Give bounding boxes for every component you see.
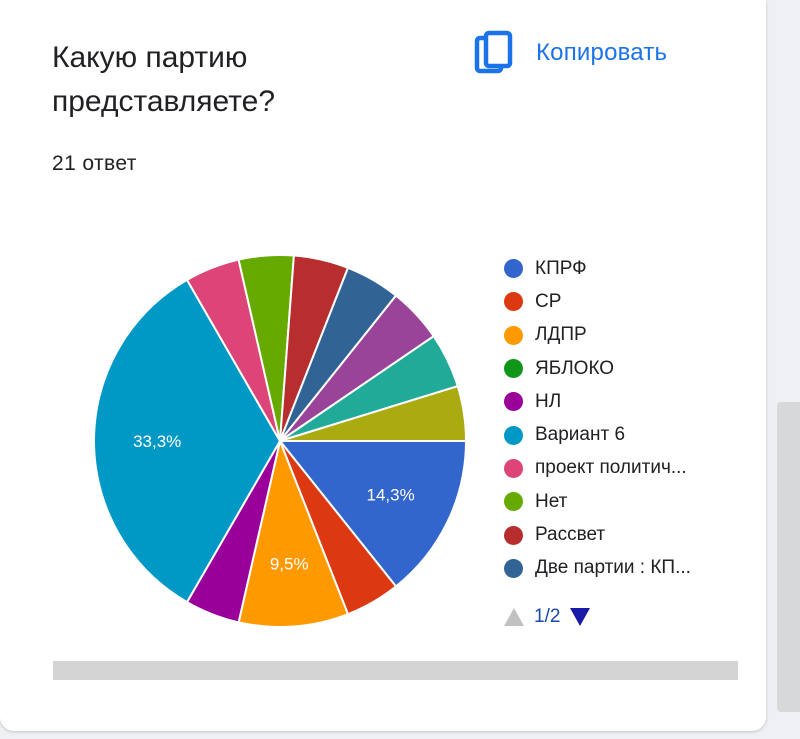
legend-label: НЛ [535, 390, 562, 412]
legend-label: Вариант 6 [535, 424, 626, 446]
legend-swatch [504, 525, 523, 545]
legend-label: Рассвет [535, 524, 606, 546]
pie-slice-label: 9,5% [270, 554, 309, 573]
pie-slice-label: 33,3% [133, 432, 181, 451]
question-title: Какую партию представляете? [52, 41, 276, 118]
legend-item: НЛ [504, 385, 754, 418]
copy-icon [474, 30, 513, 74]
pager-text: 1/2 [534, 606, 561, 627]
legend-label: ЯБЛОКО [535, 357, 615, 379]
copy-button-label: Копировать [536, 39, 668, 66]
response-count: 21 ответ [52, 152, 137, 175]
legend-item: Рассвет [504, 518, 754, 551]
pie-slice [93, 278, 282, 604]
pie-slice-label: 14,3% [366, 485, 414, 504]
pie-slice [279, 384, 468, 442]
legend-label: проект политич... [535, 457, 687, 479]
legend-item: КПРФ [504, 252, 754, 285]
legend-swatch [504, 425, 523, 445]
legend-item: проект политич... [504, 452, 754, 485]
copy-button[interactable]: Копировать [474, 30, 667, 76]
legend-label: СР [535, 290, 562, 312]
legend-label: Нет [535, 490, 568, 512]
legend-label: Две партии : КП... [535, 557, 691, 579]
legend-item: Нет [504, 485, 754, 518]
legend-swatch [504, 259, 523, 279]
pager-prev-icon [504, 608, 524, 626]
chart-legend: КПРФ СР ЛДПР ЯБЛОКО НЛ Вариант 6 проект полити… [504, 252, 754, 585]
legend-swatch [504, 492, 523, 512]
legend-swatch [504, 392, 523, 412]
legend-item: ЛДПР [504, 319, 754, 352]
legend-item: Две партии : КП... [504, 552, 754, 585]
legend-swatch [504, 325, 523, 345]
legend-item: СР [504, 285, 754, 318]
legend-swatch [504, 458, 523, 478]
horizontal-scrollbar[interactable] [53, 661, 738, 680]
legend-label: КПРФ [535, 257, 587, 279]
legend-swatch [504, 359, 523, 379]
legend-pager: 1/2 [504, 606, 591, 628]
legend-swatch [504, 292, 523, 312]
legend-swatch [504, 558, 523, 578]
page-scrollbar[interactable] [777, 402, 800, 712]
question-card: Какую партию представляете? Копировать 2… [0, 0, 766, 731]
pie-slice [277, 440, 468, 588]
pie-slice [237, 437, 350, 628]
legend-item: Вариант 6 [504, 418, 754, 451]
legend-item: ЯБЛОКО [504, 352, 754, 385]
pager-next-icon[interactable] [570, 608, 591, 626]
legend-label: ЛДПР [535, 324, 587, 346]
